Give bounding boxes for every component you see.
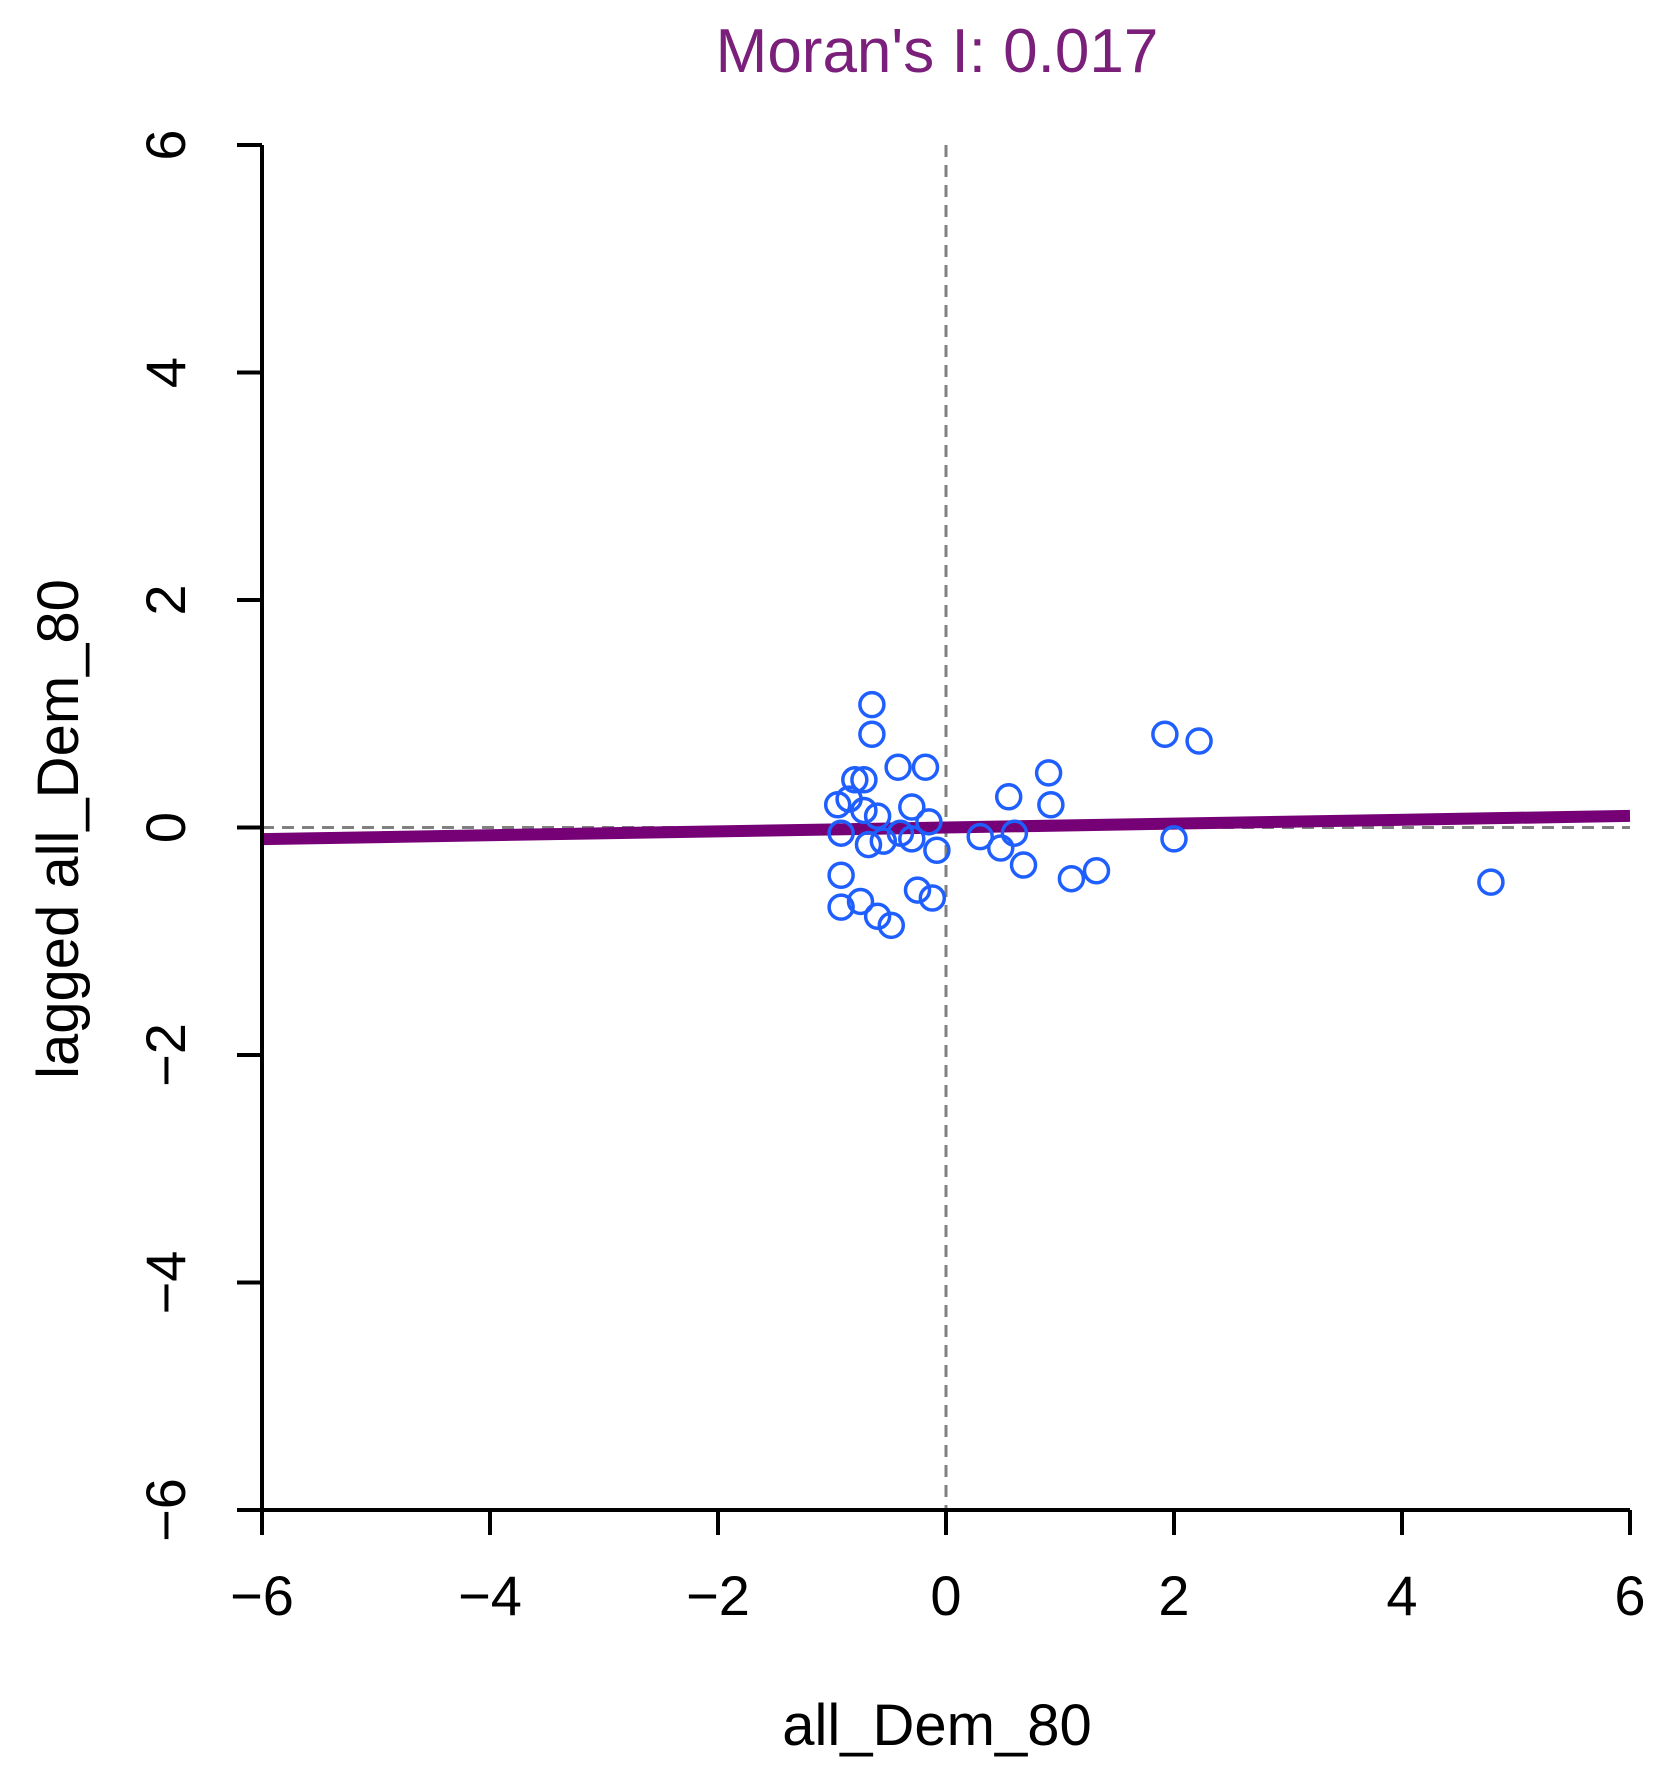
data-point (986, 834, 1015, 862)
data-point (827, 893, 855, 921)
y-tick-label: 6 (134, 129, 197, 160)
data-point (854, 830, 883, 859)
data-point (923, 836, 951, 864)
data-point (1057, 864, 1086, 893)
data-point (827, 861, 855, 890)
axes: −6 −4 −2 0 2 4 6 −6 −4 −2 0 2 4 6 (134, 129, 1646, 1627)
data-point (841, 765, 869, 794)
data-point (1082, 856, 1111, 885)
data-points (823, 690, 1505, 940)
fit-line-group (261, 809, 1631, 846)
data-point (858, 690, 886, 719)
data-point (915, 808, 943, 836)
data-point (827, 819, 855, 847)
data-point (1185, 727, 1213, 755)
data-point (898, 793, 926, 821)
data-point (1037, 791, 1065, 819)
data-point (850, 796, 878, 825)
data-point (869, 827, 898, 855)
data-point (884, 753, 912, 781)
x-tick-label: 4 (1386, 1564, 1417, 1627)
x-axis-label: all_Dem_80 (782, 1693, 1092, 1758)
data-point (858, 720, 886, 748)
y-tick-label: −4 (134, 1251, 197, 1315)
chart-title: Moran's I: 0.017 (716, 17, 1159, 86)
data-point (1160, 825, 1188, 853)
data-point (898, 825, 926, 853)
data-point (1151, 720, 1179, 748)
data-point (966, 822, 994, 851)
y-axis-label: lagged all_Dem_80 (26, 579, 91, 1079)
x-tick-label: −4 (458, 1564, 522, 1627)
data-point (850, 765, 878, 794)
x-tick-label: −2 (686, 1564, 750, 1627)
data-point (911, 753, 940, 781)
data-point (1477, 868, 1505, 896)
data-point (1000, 819, 1029, 847)
x-tick-label: 2 (1158, 1564, 1189, 1627)
x-tick-label: −6 (230, 1564, 294, 1627)
data-point (863, 802, 892, 830)
data-point (994, 783, 1023, 811)
y-tick-label: 0 (134, 812, 197, 843)
data-point (877, 911, 906, 940)
y-tick-label: −6 (134, 1478, 197, 1542)
x-tick-label: 0 (930, 1564, 961, 1627)
y-tick-label: −2 (134, 1023, 197, 1087)
data-point (846, 887, 875, 916)
y-tick-label: 4 (134, 357, 197, 388)
y-tick-label: 2 (134, 584, 197, 615)
data-point (918, 884, 947, 912)
data-point (1009, 851, 1038, 879)
regression-line (261, 809, 1631, 846)
data-point (1034, 759, 1063, 787)
data-point (903, 876, 932, 904)
data-point (863, 902, 892, 930)
x-tick-label: 6 (1614, 1564, 1645, 1627)
